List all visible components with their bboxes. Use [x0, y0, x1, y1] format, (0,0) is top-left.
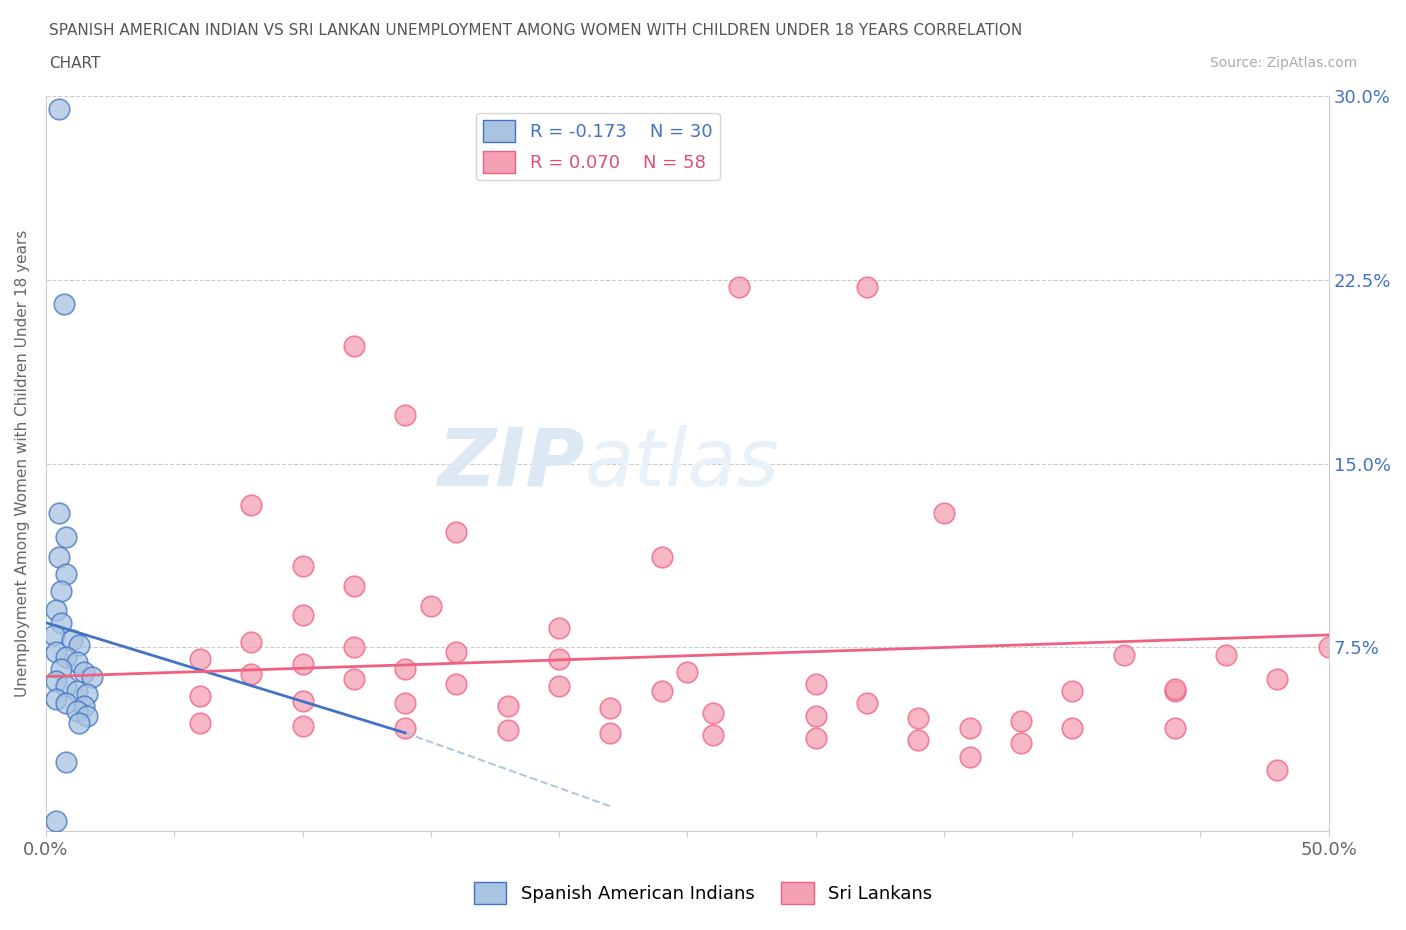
Point [45, 674, 67, 689]
Point [291, 559, 314, 574]
Point [727, 280, 749, 295]
Point [66, 684, 89, 698]
Point [548, 652, 571, 667]
Point [1317, 640, 1340, 655]
Point [1010, 713, 1032, 728]
Point [82, 669, 104, 684]
Point [856, 696, 879, 711]
Point [55, 679, 77, 694]
Point [188, 715, 211, 730]
Point [1164, 684, 1187, 698]
Point [1215, 647, 1237, 662]
Point [45, 603, 67, 618]
Point [67, 637, 90, 652]
Point [394, 721, 416, 736]
Point [804, 730, 827, 745]
Point [66, 703, 89, 718]
Point [240, 667, 263, 682]
Text: Source: ZipAtlas.com: Source: ZipAtlas.com [1209, 56, 1357, 70]
Point [55, 696, 77, 711]
Point [1010, 736, 1032, 751]
Point [66, 655, 89, 670]
Point [856, 280, 879, 295]
Point [599, 725, 621, 740]
Text: ZIP: ZIP [437, 425, 585, 502]
Point [599, 701, 621, 716]
Point [394, 407, 416, 422]
Point [291, 694, 314, 709]
Point [55, 529, 77, 544]
Point [1164, 721, 1187, 736]
Point [45, 814, 67, 829]
Legend: Spanish American Indians, Sri Lankans: Spanish American Indians, Sri Lankans [467, 875, 939, 911]
Point [548, 679, 571, 694]
Point [60, 632, 83, 647]
Point [343, 339, 366, 353]
Point [676, 664, 699, 679]
Point [343, 671, 366, 686]
Point [907, 711, 929, 725]
Text: atlas: atlas [585, 425, 779, 502]
Point [76, 709, 98, 724]
Point [651, 550, 673, 565]
Point [932, 505, 955, 520]
Point [51, 583, 73, 598]
Point [702, 706, 724, 721]
Point [496, 698, 519, 713]
Point [48, 101, 70, 116]
Point [496, 723, 519, 737]
Point [48, 505, 70, 520]
Point [73, 664, 96, 679]
Point [394, 696, 416, 711]
Point [959, 721, 981, 736]
Point [446, 676, 468, 691]
Point [291, 718, 314, 733]
Text: SPANISH AMERICAN INDIAN VS SRI LANKAN UNEMPLOYMENT AMONG WOMEN WITH CHILDREN UND: SPANISH AMERICAN INDIAN VS SRI LANKAN UN… [49, 23, 1022, 38]
Point [55, 649, 77, 664]
Point [446, 644, 468, 659]
Legend: R = -0.173    N = 30, R = 0.070    N = 58: R = -0.173 N = 30, R = 0.070 N = 58 [475, 113, 720, 180]
Point [51, 662, 73, 677]
Point [394, 662, 416, 677]
Point [343, 640, 366, 655]
Point [907, 733, 929, 748]
Point [55, 755, 77, 770]
Point [42, 628, 65, 643]
Point [188, 652, 211, 667]
Point [419, 598, 441, 613]
Point [548, 620, 571, 635]
Point [1112, 647, 1135, 662]
Point [188, 689, 211, 704]
Point [959, 750, 981, 764]
Point [702, 728, 724, 743]
Point [804, 676, 827, 691]
Point [291, 657, 314, 671]
Point [48, 550, 70, 565]
Point [651, 684, 673, 698]
Point [52, 297, 75, 312]
Point [1267, 763, 1289, 777]
Point [240, 635, 263, 650]
Point [1062, 721, 1084, 736]
Point [1164, 682, 1187, 697]
Point [45, 691, 67, 706]
Point [1267, 671, 1289, 686]
Point [45, 644, 67, 659]
Text: CHART: CHART [49, 56, 101, 71]
Point [1062, 684, 1084, 698]
Point [67, 715, 90, 730]
Y-axis label: Unemployment Among Women with Children Under 18 years: Unemployment Among Women with Children U… [15, 230, 30, 698]
Point [73, 698, 96, 713]
Point [240, 498, 263, 512]
Point [804, 709, 827, 724]
Point [51, 616, 73, 631]
Point [446, 525, 468, 539]
Point [55, 566, 77, 581]
Point [291, 608, 314, 623]
Point [343, 578, 366, 593]
Point [76, 686, 98, 701]
